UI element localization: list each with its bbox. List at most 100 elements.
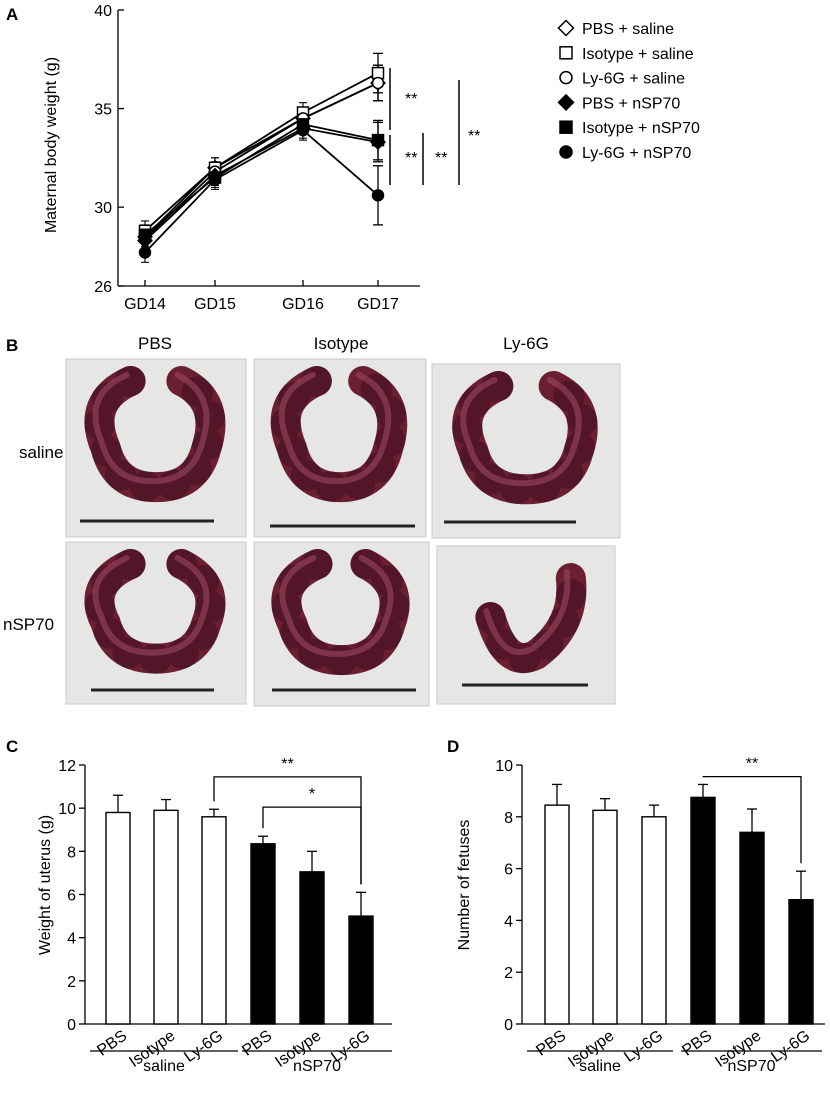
panel-d-bar	[592, 809, 618, 1025]
panel-c-significance-bracket	[262, 806, 362, 885]
panel-a-series-line	[144, 72, 379, 232]
panel-d-bar	[544, 804, 570, 1025]
panel-d-y-tick-label: 6	[504, 862, 513, 879]
panel-a-legend-entry: PBS + nSP70	[582, 95, 680, 112]
panel-c-x-tick-label: PBS	[239, 1027, 275, 1059]
panel-b-uterus-photos	[65, 358, 621, 707]
panel-d-significance-label: **	[746, 756, 758, 773]
panel-d-bar	[690, 796, 716, 1025]
panel-c-y-tick-label: 12	[58, 758, 76, 775]
panel-c-significance-label: *	[309, 786, 315, 803]
panel-a-point	[296, 124, 310, 137]
panel-b-column-label-isotype: Isotype	[314, 334, 369, 353]
uterus-fetus-bulges	[270, 366, 408, 503]
uterus-photo-ly6g-nsp70	[436, 545, 616, 705]
panel-letter-b: B	[6, 336, 18, 355]
panel-a-point	[371, 189, 385, 202]
panel-b-row-label-saline: saline	[19, 443, 63, 462]
panel-letter-a: A	[6, 5, 18, 24]
panel-d-bar	[739, 831, 765, 1025]
panel-d-y-axis-label: Number of fetuses	[456, 820, 473, 951]
panel-d-bar	[641, 816, 667, 1025]
panel-a-point	[559, 145, 573, 159]
panel-c-significance-label: **	[281, 756, 293, 773]
panel-c-y-tick-label: 2	[67, 974, 76, 991]
panel-b-row-label-nsp70: nSP70	[3, 615, 54, 634]
uterus-fetus-bulges	[84, 366, 226, 503]
panel-d-group-label: saline	[579, 1058, 621, 1075]
panel-c-bar-chart: Weight of uterus (g) 024681012PBSIsotype…	[37, 756, 392, 1075]
uterus-highlight	[460, 377, 582, 487]
panel-b-column-label-pbs: PBS	[138, 334, 172, 353]
uterus-highlight	[278, 372, 392, 485]
panel-a-markers	[137, 66, 386, 259]
panel-d-y-tick-label: 2	[504, 965, 513, 982]
panel-d-y-tick-label: 0	[504, 1017, 513, 1034]
uterus-photo-pbs-saline	[65, 358, 247, 538]
uterus-fetus-bulges	[84, 549, 226, 674]
panel-a-significance-label: **	[468, 128, 480, 145]
panel-letter-c: C	[6, 737, 18, 756]
panel-a-x-tick-label: GD15	[194, 296, 236, 313]
panel-a-legend-entry: Ly-6G + nSP70	[582, 145, 691, 162]
panel-d-bar	[788, 898, 814, 1025]
panel-c-bar	[105, 811, 131, 1025]
uterus-highlight	[483, 569, 571, 656]
panel-a-x-tick-label: GD17	[357, 296, 399, 313]
panel-a-point	[559, 70, 573, 85]
uterus-photo-ly6g-saline	[431, 363, 621, 539]
panel-a-point	[559, 120, 573, 134]
panel-a-y-axis-label: Maternal body weight (g)	[43, 57, 60, 233]
panel-a-y-tick-label: 26	[94, 279, 112, 296]
panel-a-legend-entry: Isotype + nSP70	[582, 120, 700, 137]
panel-c-bar	[348, 915, 374, 1025]
panel-a-series-line	[144, 123, 379, 236]
panel-c-y-tick-label: 10	[58, 801, 76, 818]
panel-a-point	[208, 173, 222, 186]
panel-a-y-tick-label: 35	[94, 102, 112, 119]
uterus-highlight	[279, 555, 394, 658]
panel-a-point	[138, 246, 152, 259]
panel-a-series-line	[144, 127, 379, 242]
uterus-highlight	[92, 372, 210, 485]
panel-a-axes: 26 30 35 40 GD14 GD15 GD16 GD17	[94, 3, 420, 313]
panel-c-bar	[250, 843, 276, 1025]
panel-c-group-label: saline	[143, 1058, 185, 1075]
panel-c-y-tick-label: 0	[67, 1017, 76, 1034]
panel-a-y-tick-label: 30	[94, 200, 112, 217]
uterus-highlight	[92, 555, 210, 656]
panel-a-legend: PBS + saline Isotype + saline Ly-6G + sali…	[557, 19, 700, 162]
panel-a-series-lines	[141, 52, 383, 263]
panel-a-point	[138, 228, 152, 241]
panel-a-significance-label: **	[405, 91, 417, 108]
panel-a-x-tick-label: GD14	[124, 296, 166, 313]
panel-a-significance-label: **	[435, 150, 447, 167]
panel-d-significance-bracket	[702, 776, 802, 864]
panel-a-legend-entry: Isotype + saline	[582, 46, 694, 63]
photo-background	[436, 545, 616, 705]
panel-a-significance: ** ** ** **	[389, 68, 480, 185]
panel-c-x-tick-label: Ly-6G	[181, 1027, 226, 1066]
panel-c-y-tick-label: 6	[67, 888, 76, 905]
uterus-photo-pbs-nsp70	[65, 541, 247, 705]
panel-a-legend-entry: PBS + saline	[582, 21, 674, 38]
panel-a-x-tick-label: GD16	[282, 296, 324, 313]
panel-a-significance-label: **	[405, 150, 417, 167]
panel-a-point	[371, 133, 385, 147]
panel-b-labels: PBS Isotype Ly-6G saline nSP70	[3, 334, 549, 634]
panel-a-legend-entry: Ly-6G + saline	[582, 71, 685, 88]
panel-d-group-label: nSP70	[727, 1058, 775, 1075]
panel-c-y-axis-label: Weight of uterus (g)	[37, 815, 54, 955]
panel-d-x-tick-label: PBS	[679, 1027, 715, 1059]
uterus-fetus-bulges	[452, 371, 598, 505]
panel-d-x-tick-label: PBS	[533, 1027, 569, 1059]
panel-d-y-tick-label: 4	[504, 913, 513, 930]
panel-d-y-tick-label: 10	[495, 758, 513, 775]
panel-b-column-label-ly6g: Ly-6G	[503, 334, 549, 353]
panel-c-significance-bracket	[213, 776, 362, 885]
panel-c-y-tick-label: 4	[67, 931, 76, 948]
panel-a-point	[559, 46, 573, 60]
panel-c-x-tick-label: PBS	[94, 1027, 130, 1059]
panel-a-series-line	[144, 129, 379, 254]
